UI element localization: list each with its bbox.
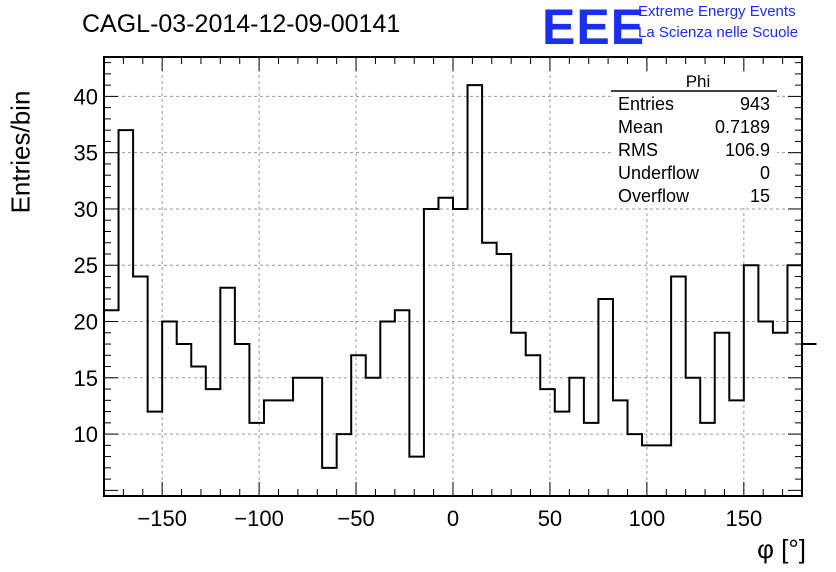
- histogram-bin: [409, 457, 424, 496]
- stats-box-bg: [611, 72, 777, 208]
- eee-logo: EEE: [542, 0, 646, 55]
- histogram-bin: [628, 434, 643, 496]
- histogram-bin: [555, 412, 570, 496]
- histogram-bin: [773, 333, 788, 496]
- histogram-bin: [235, 344, 250, 496]
- histogram-bin: [438, 198, 453, 496]
- x-tick-label: 0: [447, 506, 459, 531]
- stats-row-label: Underflow: [618, 163, 700, 183]
- stats-row-value: 15: [750, 186, 770, 206]
- histogram-bin: [351, 355, 366, 496]
- histogram-bin: [424, 209, 439, 496]
- histogram-bin: [395, 310, 410, 496]
- histogram-bin: [279, 400, 294, 496]
- x-tick-label: 150: [725, 506, 762, 531]
- x-tick-label: −150: [137, 506, 187, 531]
- histogram-bin: [119, 130, 134, 496]
- histogram-bin: [569, 378, 584, 496]
- histogram-bin: [715, 333, 730, 496]
- histogram-bin: [264, 400, 279, 496]
- histogram-bin: [191, 367, 206, 496]
- y-tick-label: 30: [74, 197, 98, 222]
- histogram-bin: [540, 389, 555, 496]
- x-axis-label: φ [°]: [757, 534, 806, 564]
- histogram-bin: [453, 209, 468, 496]
- y-tick-label: 20: [74, 310, 98, 335]
- y-tick-label: 10: [74, 422, 98, 447]
- histogram-bin: [322, 468, 337, 496]
- stats-row-label: Mean: [618, 117, 663, 137]
- stats-title: Phi: [686, 72, 711, 91]
- stats-row-label: Overflow: [618, 186, 690, 206]
- x-tick-label: 100: [629, 506, 666, 531]
- stats-row-value: 0: [760, 163, 770, 183]
- y-tick-label: 40: [74, 84, 98, 109]
- histogram-outline: [104, 84, 817, 469]
- histogram-bin: [598, 299, 613, 496]
- x-tick-label: 50: [538, 506, 562, 531]
- histogram-bin: [468, 85, 483, 496]
- histogram-bin: [686, 378, 701, 496]
- stats-row-label: Entries: [618, 94, 674, 114]
- histogram-bin: [758, 322, 773, 496]
- histogram-bin: [366, 378, 381, 496]
- histogram-bin: [613, 400, 628, 496]
- histogram-bin: [308, 378, 323, 496]
- x-tick-label: −50: [337, 506, 374, 531]
- run-title: CAGL-03-2014-12-09-00141: [82, 10, 401, 38]
- stats-row-value: 943: [740, 94, 770, 114]
- histogram-bin: [657, 445, 672, 496]
- histogram-bin: [744, 265, 759, 496]
- histogram-bin: [206, 389, 221, 496]
- histogram-bin: [482, 243, 497, 496]
- y-tick-label: 35: [74, 141, 98, 166]
- histogram-bin: [162, 322, 177, 496]
- stats-row-label: RMS: [618, 140, 658, 160]
- histogram-bin: [671, 277, 686, 497]
- histogram-bin: [380, 322, 395, 496]
- histogram-bin: [133, 277, 148, 497]
- histogram-bin: [293, 378, 308, 496]
- stats-row-value: 106.9: [725, 140, 770, 160]
- stats-row-value: 0.7189: [715, 117, 770, 137]
- histogram-bin: [787, 265, 802, 496]
- logo-line-1: Extreme Energy Events: [638, 3, 796, 20]
- histogram-bin: [148, 412, 163, 496]
- histogram-bin: [802, 344, 817, 496]
- histogram-bin: [337, 434, 352, 496]
- y-tick-label: 25: [74, 253, 98, 278]
- y-tick-label: 15: [74, 366, 98, 391]
- logo-line-2: La Scienza nelle Scuole: [638, 24, 799, 41]
- histogram-bin: [642, 445, 657, 496]
- histogram-bin: [497, 254, 512, 496]
- histogram-bin: [729, 400, 744, 496]
- histogram-bin: [220, 288, 235, 496]
- histogram-bin: [526, 355, 541, 496]
- histogram-bin: [511, 333, 526, 496]
- histogram-bin: [177, 344, 192, 496]
- x-tick-label: −100: [234, 506, 284, 531]
